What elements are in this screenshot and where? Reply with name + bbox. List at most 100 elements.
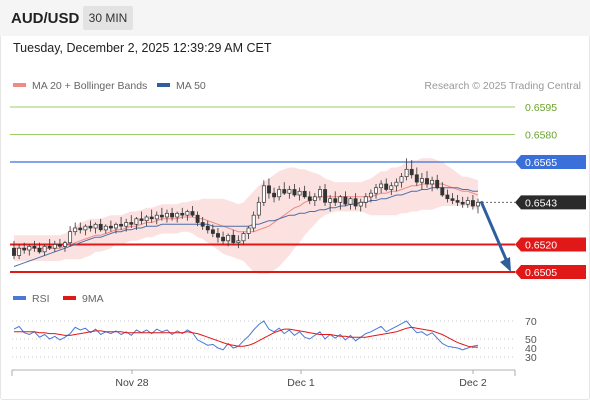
candle [272,187,277,203]
forecast-arrow-shaft [479,200,510,265]
candle [154,211,159,225]
candle [221,231,226,245]
candle-body [108,225,113,229]
rsi-tick-70: 70 [525,316,537,328]
candle-body [149,216,154,220]
legend-9ma-swatch [63,296,76,301]
candle [384,178,389,192]
candle [368,189,373,203]
candle [63,240,67,252]
candle-body [323,189,328,203]
candle [476,198,480,214]
timestamp: Tuesday, December 2, 2025 12:39:29 AM CE… [13,41,272,55]
candle [32,240,37,252]
candle-body [394,181,399,187]
candle-body [287,189,292,194]
candle-body [231,234,236,243]
level-label-0.6505: 0.6505 [525,267,557,279]
candle [399,173,404,188]
candle-body [282,189,287,194]
candle-body [328,198,333,203]
candle [389,182,394,195]
candle-body [353,198,358,207]
candle-body [409,168,414,176]
candle [216,228,220,243]
candle-body [119,223,124,227]
candle [328,195,333,212]
candle [465,196,470,208]
candle [98,218,103,232]
candle [27,244,32,256]
candle [282,182,287,195]
candle [307,191,312,205]
candle [440,182,445,197]
candle-body [343,196,348,205]
candle-body [27,245,32,251]
candle [379,180,384,194]
candle-body [52,244,57,249]
candle-body [297,190,302,196]
x-tick-label: Dec 1 [287,377,315,389]
candle-body [419,178,424,183]
legend-9ma-label: 9MA [82,293,104,305]
candle [175,211,180,223]
candle-body [134,218,139,225]
candle [256,196,261,219]
legend-ma20-label: MA 20 + Bollinger Bands [32,80,148,92]
candle-body [425,178,429,185]
candle [333,191,338,206]
candle [323,184,328,206]
candle-body [32,245,37,249]
candle-body [318,189,322,198]
candle-body [338,196,343,203]
candle [246,226,251,239]
candle [165,209,169,223]
candle-body [256,201,261,216]
candle [12,240,16,260]
candle-body [221,236,226,242]
candle-body [455,200,460,203]
candle-body [63,242,67,247]
candle [358,198,363,212]
candle [88,220,93,232]
candle [83,224,88,236]
candle [425,171,429,188]
legend-rsi: RSI [13,293,50,305]
candle [42,244,47,256]
candle-body [440,187,445,196]
forecast-arrow-head [500,257,511,272]
candle-body [277,189,282,198]
candle [108,220,113,232]
candle-body [430,179,435,185]
level-label-0.6580: 0.6580 [525,130,557,142]
candle [277,185,282,201]
candle-body [78,227,83,231]
timeframe-button[interactable]: 30 MIN [83,6,133,30]
candle [68,226,73,247]
candle [185,209,190,221]
candle-body [312,196,317,201]
candle-body [272,192,277,198]
candle [22,242,27,254]
candle [57,239,62,249]
candle-body [333,198,338,203]
candle-body [129,222,134,225]
candle [52,240,57,252]
candle [119,217,124,230]
candle [338,195,343,210]
copyright: Research © 2025 Trading Central [424,80,581,92]
x-tick-label: Dec 2 [459,377,487,389]
candle-body [414,174,419,183]
legend-rsi-label: RSI [32,293,50,305]
legend-9ma: 9MA [63,293,104,305]
level-label-0.6565: 0.6565 [525,157,557,169]
candle [419,173,424,190]
candle [170,207,175,221]
candle [231,229,236,245]
candle-body [57,244,62,247]
candle [450,193,455,205]
candle [139,211,144,225]
candle-body [83,225,88,231]
candle [73,222,78,236]
